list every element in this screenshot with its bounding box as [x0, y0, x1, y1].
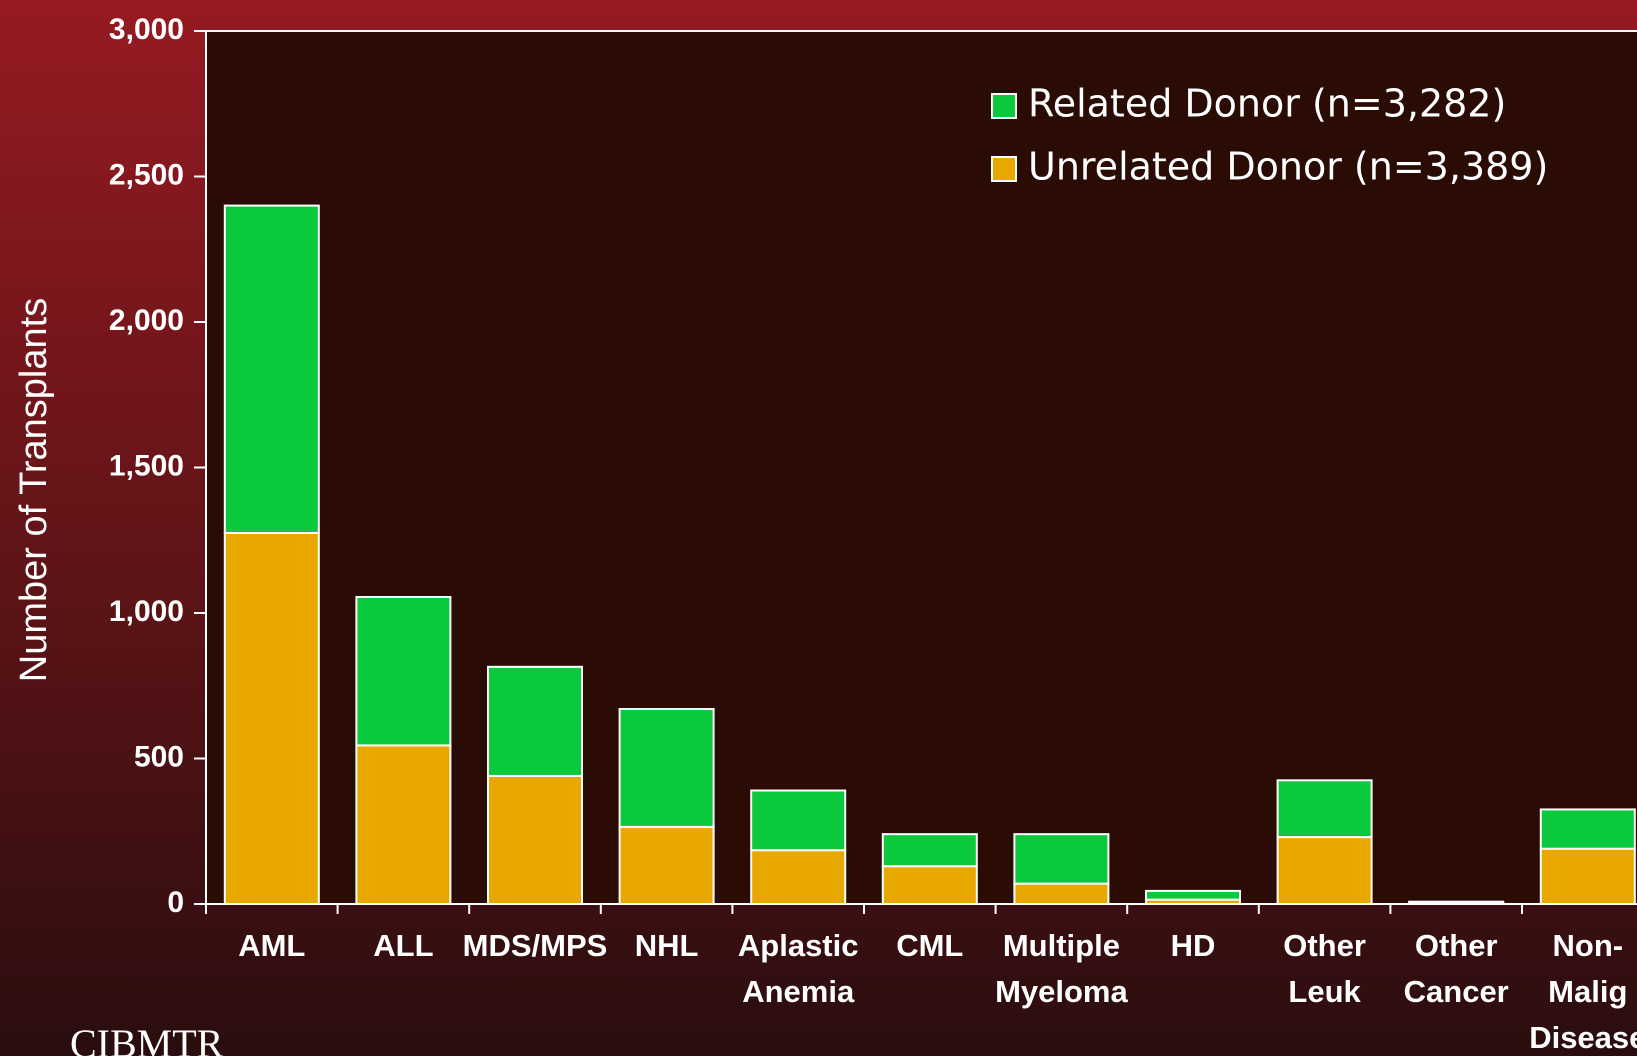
x-tick-label: Aplastic Anemia: [738, 928, 859, 1009]
bar-segment: [487, 774, 583, 906]
x-tick-label: NHL: [635, 928, 699, 963]
x-tick-label-line: ALL: [373, 928, 433, 963]
bar-segment: [1276, 779, 1373, 839]
bar-segment: [1408, 900, 1505, 904]
x-tick-label-line: Aplastic: [738, 928, 859, 963]
legend-label: Related Donor (n=3,282): [1028, 82, 1506, 126]
bar-segment: [355, 595, 452, 747]
x-tick-label-line: Non-: [1553, 928, 1624, 963]
x-tick-label-line: Disease: [1529, 1020, 1637, 1055]
y-axis-label: Number of Transplants: [13, 298, 55, 682]
bar-segment: [1539, 847, 1636, 906]
x-tick-label-line: Leuk: [1288, 974, 1361, 1009]
bar-segment: [750, 789, 847, 852]
x-tick-label: AML: [238, 928, 305, 963]
x-tick-label-line: HD: [1171, 928, 1216, 963]
logo: CIBMTR: [70, 1021, 224, 1056]
bar-segment: [881, 865, 978, 905]
bar-segment: [1145, 889, 1241, 901]
bar-segment: [750, 849, 847, 905]
x-tick-label: ALL: [373, 928, 433, 963]
x-tick-label-line: CML: [896, 928, 963, 963]
bar-segment: [618, 708, 715, 828]
x-tick-label-line: Myeloma: [995, 974, 1128, 1009]
x-tick-label-line: NHL: [635, 928, 699, 963]
bar-segment: [1276, 836, 1373, 906]
x-tick-label: MDS/MPS: [463, 928, 608, 963]
x-tick-label: HD: [1171, 928, 1216, 963]
x-tick-label-line: Anemia: [742, 974, 855, 1009]
legend-label: Unrelated Donor (n=3,389): [1028, 145, 1548, 189]
bar-segment: [487, 665, 583, 777]
y-tick-label: 0: [167, 886, 184, 919]
bar-segment: [223, 531, 320, 905]
y-tick-label: 1,500: [109, 449, 184, 482]
bar-segment: [1013, 882, 1110, 906]
x-tick-label-line: Cancer: [1404, 974, 1509, 1009]
x-tick-label-line: Malig: [1548, 974, 1627, 1009]
x-tick-label-line: Multiple: [1003, 928, 1120, 963]
bar-segment: [1539, 808, 1636, 850]
bar-segment: [1013, 833, 1110, 885]
x-tick-label-line: MDS/MPS: [463, 928, 608, 963]
bar-segment: [881, 833, 978, 868]
x-tick-label-line: Other: [1415, 928, 1498, 963]
legend-swatch: [991, 156, 1017, 182]
y-tick-label: 1,000: [109, 595, 184, 628]
x-tick-label: CML: [896, 928, 963, 963]
x-tick-label: Multiple Myeloma: [995, 928, 1128, 1009]
bar-segment: [618, 825, 715, 906]
x-tick-label: Non- Malig Disease: [1529, 928, 1637, 1055]
x-tick-label: Other Cancer: [1404, 928, 1509, 1009]
y-tick-label: 500: [134, 740, 184, 773]
bar-segment: [223, 204, 320, 534]
bar-segment: [355, 744, 452, 906]
x-tick-label-line: Other: [1283, 928, 1366, 963]
legend-swatch: [991, 93, 1017, 119]
y-tick-label: 2,500: [109, 158, 184, 191]
x-tick-label: Other Leuk: [1283, 928, 1366, 1009]
y-tick-label: 3,000: [109, 13, 184, 46]
y-tick-label: 2,000: [109, 304, 184, 337]
x-tick-label-line: AML: [238, 928, 305, 963]
